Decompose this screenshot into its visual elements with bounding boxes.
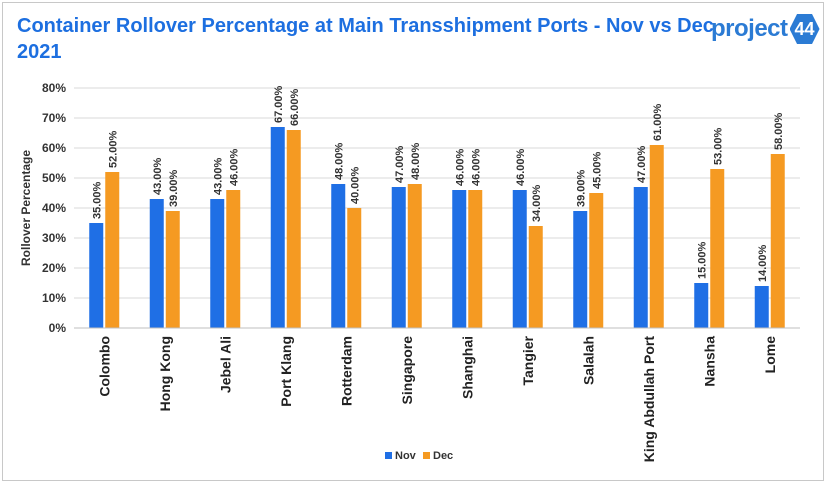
axes: 0% 10% 20% 30% 40% 50% 60% 70% 80% Colombo Hong Ko… — [42, 81, 800, 462]
data-label: 52.00% — [107, 130, 119, 168]
legend-label-nov: Nov — [395, 450, 417, 462]
y-tick-label: 60% — [42, 141, 66, 155]
y-tick-label: 20% — [42, 261, 66, 275]
bar-dec — [770, 154, 785, 328]
data-label: 15.00% — [696, 241, 708, 279]
bar-dec — [407, 184, 422, 328]
bar-nov — [89, 223, 104, 328]
x-tick-label: Nansha — [701, 336, 717, 387]
bar-dec — [468, 190, 483, 328]
data-labels: 35.00% 52.00% 43.00% 39.00% 43.00% 46.00% 67.0… — [91, 85, 785, 282]
data-label: 53.00% — [712, 127, 724, 165]
data-label: 61.00% — [652, 103, 664, 141]
y-tick-label: 70% — [42, 111, 66, 125]
x-tick-label: Shanghai — [459, 336, 475, 399]
logo-text: project — [711, 15, 788, 42]
data-label: 39.00% — [575, 169, 587, 207]
y-tick-label: 40% — [42, 201, 66, 215]
x-tick-label: King Abdullah Port — [641, 336, 657, 463]
data-label: 45.00% — [591, 151, 603, 189]
legend: Nov Dec — [385, 450, 453, 462]
data-label: 46.00% — [228, 148, 240, 186]
bar-dec — [710, 169, 725, 328]
x-tick-label: Singapore — [399, 336, 415, 405]
bar-nov — [694, 283, 709, 328]
y-tick-label: 30% — [42, 231, 66, 245]
x-tick-label: Jebel Ali — [217, 336, 233, 393]
x-tick-label: Colombo — [96, 336, 112, 397]
y-tick-label: 80% — [42, 81, 66, 95]
bar-nov — [149, 199, 164, 328]
data-label: 48.00% — [333, 142, 345, 180]
bar-dec — [165, 211, 180, 328]
bar-nov — [452, 190, 467, 328]
x-tick-label: Lome — [762, 336, 778, 374]
bar-dec — [589, 193, 604, 328]
gridlines — [74, 87, 800, 299]
bar-dec — [105, 172, 120, 328]
data-label: 34.00% — [531, 184, 543, 222]
bar-dec — [347, 208, 362, 328]
y-tick-label: 10% — [42, 291, 66, 305]
x-tick-label: Salalah — [580, 336, 596, 385]
data-label: 39.00% — [168, 169, 180, 207]
bar-nov — [331, 184, 346, 328]
bar-dec — [649, 145, 664, 328]
y-axis-title: Rollover Percentage — [19, 150, 33, 266]
bar-nov — [270, 127, 285, 328]
data-label: 35.00% — [91, 181, 103, 219]
x-tick-label: Port Klang — [278, 336, 294, 407]
data-label: 58.00% — [773, 112, 785, 150]
x-tick-label: Tangier — [520, 335, 536, 385]
x-tick-label: Rotterdam — [338, 336, 354, 406]
bar-nov — [754, 286, 769, 328]
data-label: 43.00% — [212, 157, 224, 195]
bar-dec — [286, 130, 301, 328]
project44-logo: project 44 — [711, 11, 820, 47]
bar-nov — [573, 211, 588, 328]
data-label: 46.00% — [470, 148, 482, 186]
data-label: 46.00% — [454, 148, 466, 186]
legend-label-dec: Dec — [433, 450, 453, 462]
bar-nov — [512, 190, 527, 328]
data-label: 46.00% — [515, 148, 527, 186]
bar-dec — [528, 226, 543, 328]
data-label: 43.00% — [152, 157, 164, 195]
legend-swatch-dec — [423, 452, 430, 459]
x-tick-label: Hong Kong — [157, 336, 173, 411]
bar-nov — [210, 199, 225, 328]
bar-dec — [226, 190, 241, 328]
data-label: 67.00% — [273, 85, 285, 123]
chart-title: Container Rollover Percentage at Main Tr… — [17, 15, 714, 63]
data-label: 47.00% — [394, 145, 406, 183]
data-label: 40.00% — [349, 166, 361, 204]
data-label: 14.00% — [757, 244, 769, 282]
legend-swatch-nov — [385, 452, 392, 459]
bar-nov — [391, 187, 406, 328]
data-label: 48.00% — [410, 142, 422, 180]
logo-badge: 44 — [789, 14, 820, 44]
y-tick-label: 50% — [42, 171, 66, 185]
bars — [89, 127, 785, 328]
data-label: 66.00% — [289, 88, 301, 126]
data-label: 47.00% — [636, 145, 648, 183]
bar-nov — [633, 187, 648, 328]
y-tick-label: 0% — [49, 321, 67, 335]
